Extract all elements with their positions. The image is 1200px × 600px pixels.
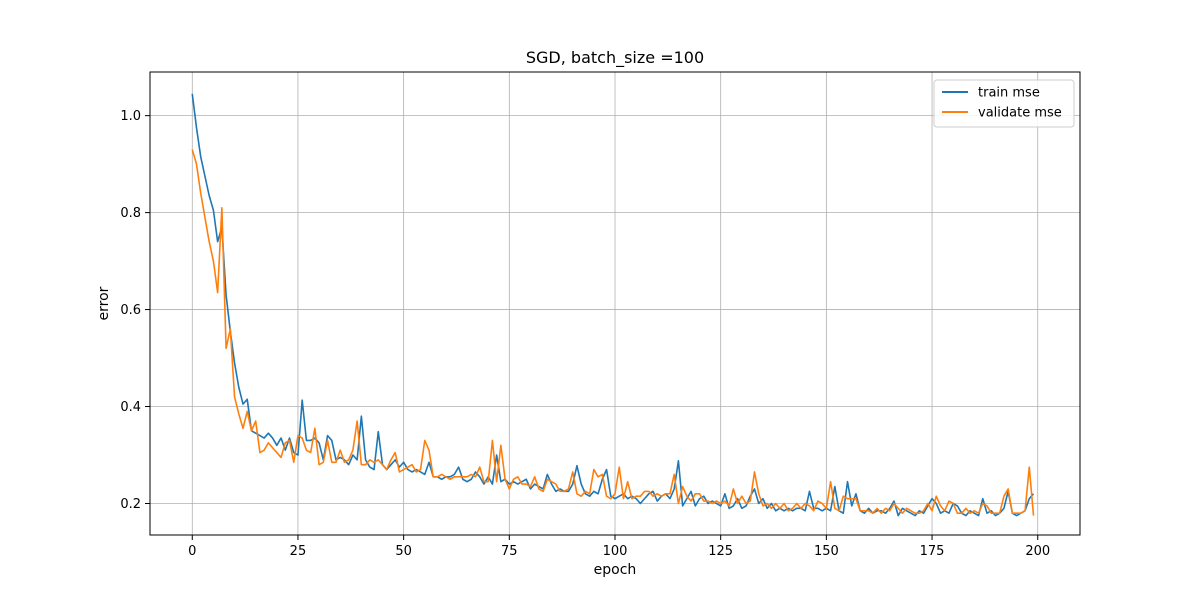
series-line-validate-mse bbox=[191, 149, 1035, 516]
y-tick-label: 0.6 bbox=[120, 303, 141, 318]
y-tick-label: 1.0 bbox=[120, 109, 141, 124]
x-tick-label: 175 bbox=[920, 544, 945, 559]
x-tick-label: 200 bbox=[1025, 544, 1050, 559]
x-tick-label: 150 bbox=[814, 544, 839, 559]
x-tick-label: 100 bbox=[603, 544, 628, 559]
legend: train mse validate mse bbox=[933, 79, 1075, 128]
x-tick-label: 75 bbox=[501, 544, 518, 559]
y-axis-label: error bbox=[96, 286, 112, 320]
x-axis-label: epoch bbox=[594, 562, 637, 578]
x-tick-label: 0 bbox=[188, 544, 196, 559]
y-tick-label: 0.2 bbox=[120, 497, 141, 512]
x-tick-label: 125 bbox=[708, 544, 733, 559]
x-tick-label: 25 bbox=[290, 544, 307, 559]
y-axis: 0.2 0.4 0.6 0.8 1.0 bbox=[120, 109, 150, 512]
x-tick-label: 50 bbox=[395, 544, 412, 559]
x-axis: 0 25 50 75 100 125 150 175 200 bbox=[188, 535, 1050, 559]
legend-box bbox=[933, 79, 1075, 128]
y-tick-label: 0.8 bbox=[120, 206, 141, 221]
chart-title: SGD, batch_size =100 bbox=[526, 48, 704, 68]
y-tick-label: 0.4 bbox=[120, 400, 141, 415]
legend-label: validate mse bbox=[978, 106, 1062, 121]
grid bbox=[150, 72, 1080, 535]
legend-label: train mse bbox=[978, 86, 1040, 101]
series-lines bbox=[191, 93, 1035, 517]
